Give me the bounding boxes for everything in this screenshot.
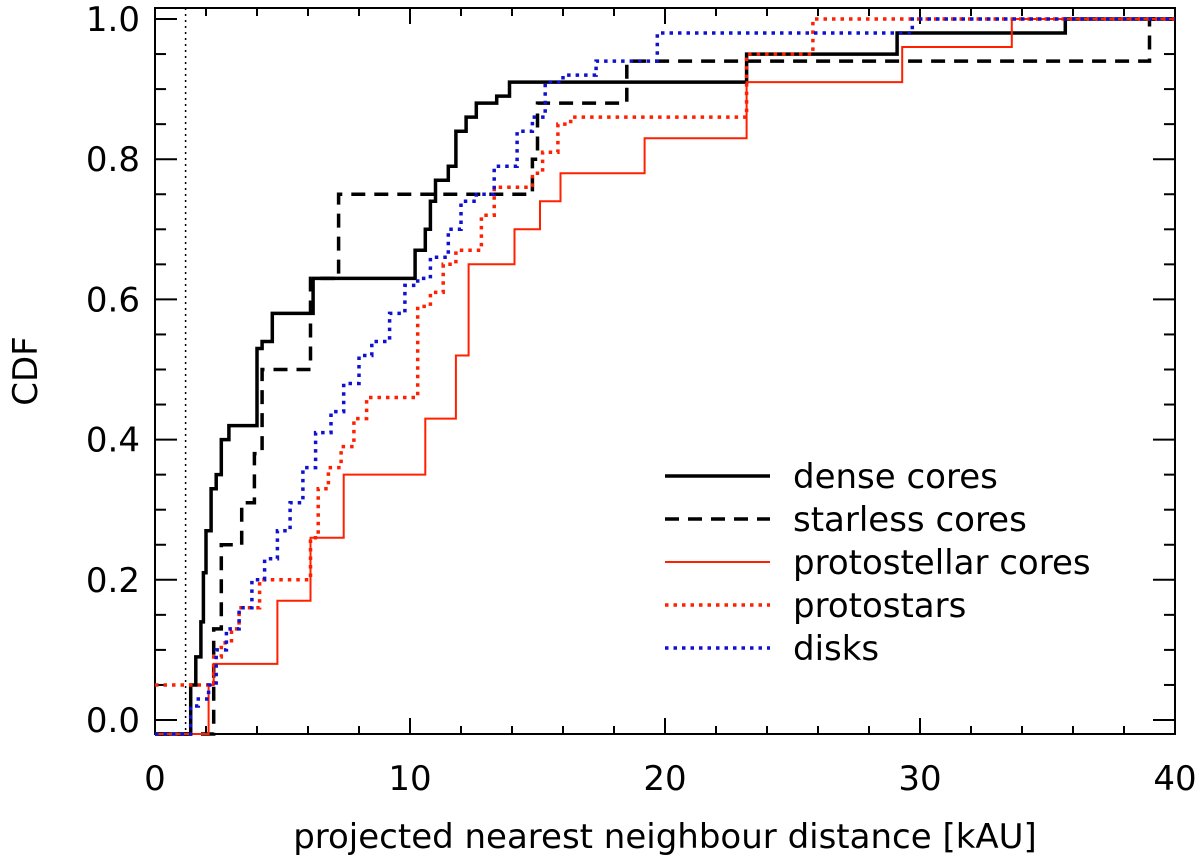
y-tick-label: 0.8 xyxy=(86,140,140,180)
series-line-dense-cores xyxy=(155,17,1175,736)
legend-label-disks: disks xyxy=(793,629,879,669)
x-tick-label: 30 xyxy=(898,759,941,799)
axis-tick-labels: 0 10 20 30 40 0.0 0.2 0.4 0.6 0.8 1.0 xyxy=(86,0,1197,799)
legend-label-dense-cores: dense cores xyxy=(793,457,998,497)
x-tick-label: 40 xyxy=(1153,759,1196,799)
series-line-starless-cores xyxy=(155,17,1175,736)
y-tick-label: 1.0 xyxy=(86,0,140,40)
y-tick-label: 0.2 xyxy=(86,561,140,601)
x-axis-title: projected nearest neighbour distance [kA… xyxy=(293,817,1037,857)
data-series xyxy=(155,17,1175,736)
series-line-disks xyxy=(155,17,1175,736)
legend-label-protostars: protostars xyxy=(793,586,966,626)
y-tick-label: 0.6 xyxy=(86,280,140,320)
x-tick-label: 10 xyxy=(388,759,431,799)
axis-ticks xyxy=(154,8,1176,734)
legend-label-protostellar-cores: protostellar cores xyxy=(793,543,1091,583)
y-tick-label: 0.4 xyxy=(86,421,140,461)
x-tick-label: 0 xyxy=(144,759,166,799)
y-axis-title: CDF xyxy=(6,336,46,405)
y-tick-label: 0.0 xyxy=(86,701,140,741)
x-tick-label: 20 xyxy=(643,759,686,799)
legend-label-starless-cores: starless cores xyxy=(793,500,1027,540)
series-line-protostars xyxy=(155,17,1175,687)
series-line-protostellar-cores xyxy=(155,18,1175,735)
